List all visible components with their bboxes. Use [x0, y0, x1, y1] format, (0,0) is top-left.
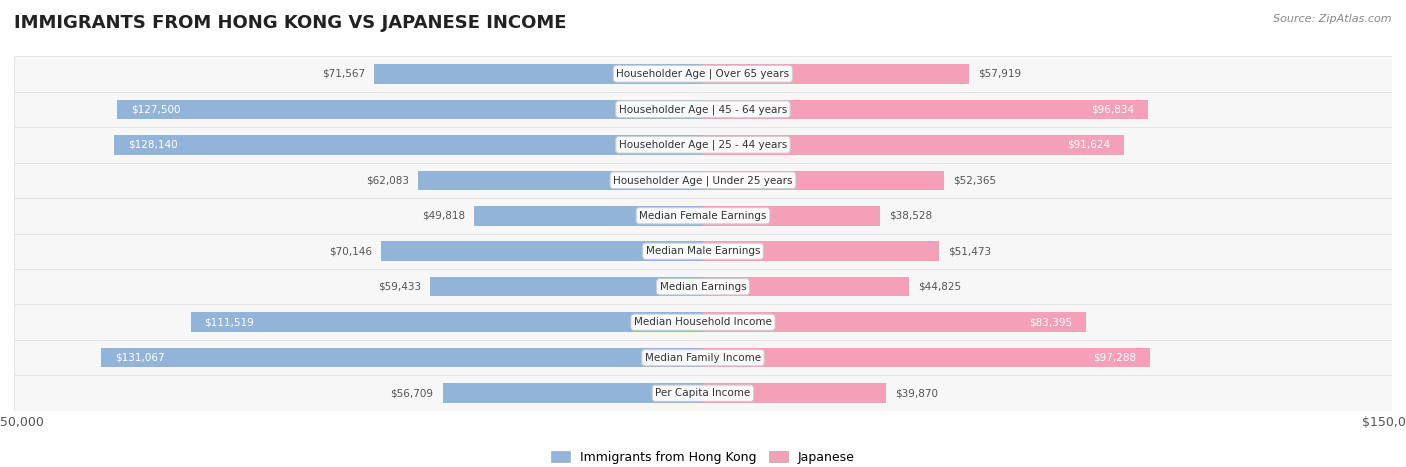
Text: $127,500: $127,500: [131, 104, 181, 114]
Text: Median Male Earnings: Median Male Earnings: [645, 246, 761, 256]
Text: Householder Age | Over 65 years: Householder Age | Over 65 years: [616, 69, 790, 79]
Text: $44,825: $44,825: [918, 282, 962, 292]
Bar: [474, 206, 703, 226]
Text: $111,519: $111,519: [205, 317, 254, 327]
Text: IMMIGRANTS FROM HONG KONG VS JAPANESE INCOME: IMMIGRANTS FROM HONG KONG VS JAPANESE IN…: [14, 14, 567, 32]
Text: $39,870: $39,870: [896, 388, 938, 398]
Bar: [703, 383, 886, 403]
Text: $71,567: $71,567: [322, 69, 366, 79]
Text: $62,083: $62,083: [366, 175, 409, 185]
FancyBboxPatch shape: [14, 304, 1392, 340]
Bar: [374, 64, 703, 84]
Text: Median Female Earnings: Median Female Earnings: [640, 211, 766, 221]
FancyBboxPatch shape: [14, 269, 1392, 304]
Text: $91,624: $91,624: [1067, 140, 1111, 150]
Text: $83,395: $83,395: [1029, 317, 1073, 327]
Text: Median Household Income: Median Household Income: [634, 317, 772, 327]
Text: $57,919: $57,919: [979, 69, 1021, 79]
Bar: [117, 99, 703, 119]
FancyBboxPatch shape: [14, 92, 1392, 127]
Bar: [418, 170, 703, 190]
Text: Householder Age | 25 - 44 years: Householder Age | 25 - 44 years: [619, 140, 787, 150]
FancyBboxPatch shape: [14, 163, 1392, 198]
Text: $49,818: $49,818: [422, 211, 465, 221]
Text: $52,365: $52,365: [953, 175, 995, 185]
Bar: [381, 241, 703, 261]
Text: Source: ZipAtlas.com: Source: ZipAtlas.com: [1274, 14, 1392, 24]
Bar: [703, 135, 1123, 155]
Text: $59,433: $59,433: [378, 282, 420, 292]
Bar: [114, 135, 703, 155]
Text: $38,528: $38,528: [889, 211, 932, 221]
FancyBboxPatch shape: [14, 127, 1392, 163]
Text: Householder Age | Under 25 years: Householder Age | Under 25 years: [613, 175, 793, 185]
Bar: [703, 348, 1150, 368]
Text: $131,067: $131,067: [115, 353, 165, 363]
Bar: [443, 383, 703, 403]
Bar: [703, 312, 1085, 332]
Text: Per Capita Income: Per Capita Income: [655, 388, 751, 398]
Text: $70,146: $70,146: [329, 246, 371, 256]
Text: Householder Age | 45 - 64 years: Householder Age | 45 - 64 years: [619, 104, 787, 114]
FancyBboxPatch shape: [14, 375, 1392, 411]
Text: Median Family Income: Median Family Income: [645, 353, 761, 363]
Bar: [101, 348, 703, 368]
Bar: [703, 277, 908, 297]
Bar: [191, 312, 703, 332]
FancyBboxPatch shape: [14, 340, 1392, 375]
Text: $56,709: $56,709: [391, 388, 433, 398]
FancyBboxPatch shape: [14, 56, 1392, 92]
FancyBboxPatch shape: [14, 234, 1392, 269]
Bar: [430, 277, 703, 297]
Text: $51,473: $51,473: [949, 246, 991, 256]
FancyBboxPatch shape: [14, 198, 1392, 234]
Bar: [703, 64, 969, 84]
Text: Median Earnings: Median Earnings: [659, 282, 747, 292]
Text: $96,834: $96,834: [1091, 104, 1135, 114]
Legend: Immigrants from Hong Kong, Japanese: Immigrants from Hong Kong, Japanese: [547, 446, 859, 467]
Bar: [703, 170, 943, 190]
Bar: [703, 241, 939, 261]
Text: $128,140: $128,140: [128, 140, 179, 150]
Bar: [703, 99, 1147, 119]
Text: $97,288: $97,288: [1092, 353, 1136, 363]
Bar: [703, 206, 880, 226]
